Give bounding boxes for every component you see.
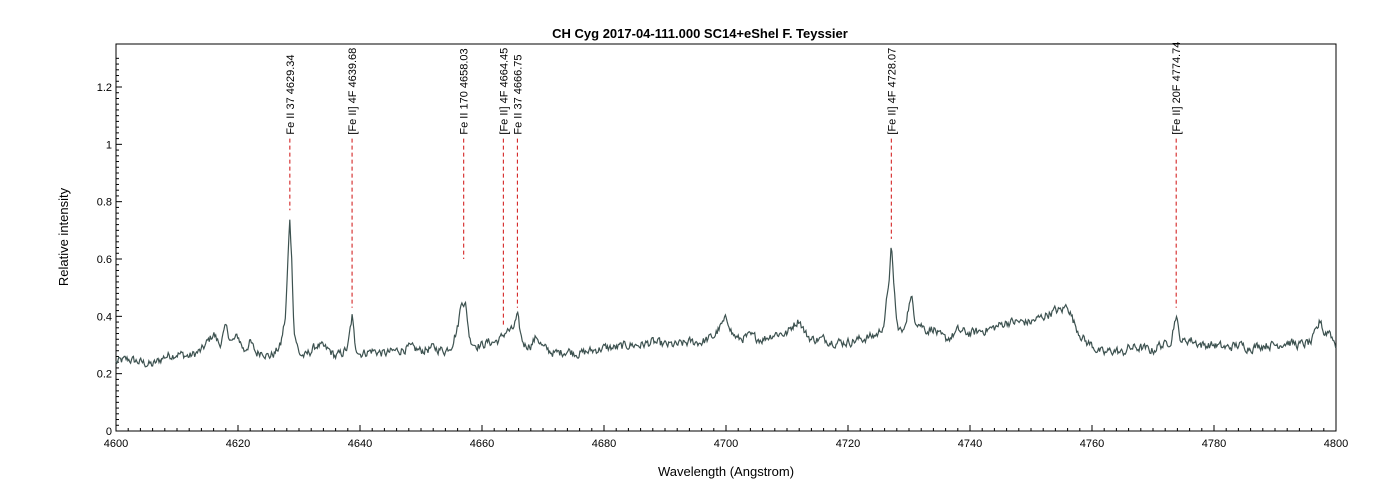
x-tick-label: 4640 — [348, 438, 372, 450]
x-tick-label: 4600 — [104, 438, 128, 450]
y-tick-label: 0 — [106, 426, 112, 438]
x-axis: 4600 4620 4640 4660 4680 4700 4720 4740 4760 4780… — [104, 425, 1348, 450]
marker-label: Fe II 37 4666.75 — [512, 54, 524, 134]
x-tick-label: 4780 — [1202, 438, 1226, 450]
x-tick-label: 4620 — [226, 438, 250, 450]
marker-label: Fe II 37 4629.34 — [285, 54, 297, 134]
marker-label: [Fe II] 4F 4664.45 — [498, 48, 510, 135]
x-tick-label: 4700 — [714, 438, 738, 450]
x-tick-label: 4680 — [592, 438, 616, 450]
plot-frame — [115, 43, 1337, 432]
marker-label: [Fe II] 20F 4774.74 — [1171, 42, 1183, 135]
line-markers: Fe II 37 4629.34 [Fe II] 4F 4639.68 Fe II … — [285, 42, 1183, 325]
y-tick-label: 1.2 — [97, 82, 112, 94]
y-tick-label: 0.4 — [97, 311, 112, 323]
y-axis-label: Relative intensity — [56, 187, 71, 286]
marker-label: [Fe II] 4F 4728.07 — [886, 48, 898, 135]
y-axis: 0 0.2 0.4 0.6 0.8 1 1.2 — [97, 57, 122, 438]
y-tick-label: 0.2 — [97, 369, 112, 381]
marker-label: [Fe II] 4F 4639.68 — [347, 48, 359, 135]
y-tick-label: 0.8 — [97, 197, 112, 209]
x-tick-label: 4660 — [470, 438, 494, 450]
spectrum-line — [115, 219, 1337, 368]
chart-title: CH Cyg 2017-04-111.000 SC14+eShel F. Tey… — [552, 26, 848, 41]
x-tick-label: 4760 — [1080, 438, 1104, 450]
x-tick-label: 4740 — [958, 438, 982, 450]
marker-label: Fe II 170 4658.03 — [459, 48, 471, 134]
spectrum-series — [115, 219, 1337, 368]
y-tick-label: 1 — [106, 139, 112, 151]
x-tick-label: 4800 — [1324, 438, 1348, 450]
y-tick-label: 0.6 — [97, 254, 112, 266]
x-axis-label: Wavelength (Angstrom) — [658, 464, 794, 479]
x-tick-label: 4720 — [836, 438, 860, 450]
